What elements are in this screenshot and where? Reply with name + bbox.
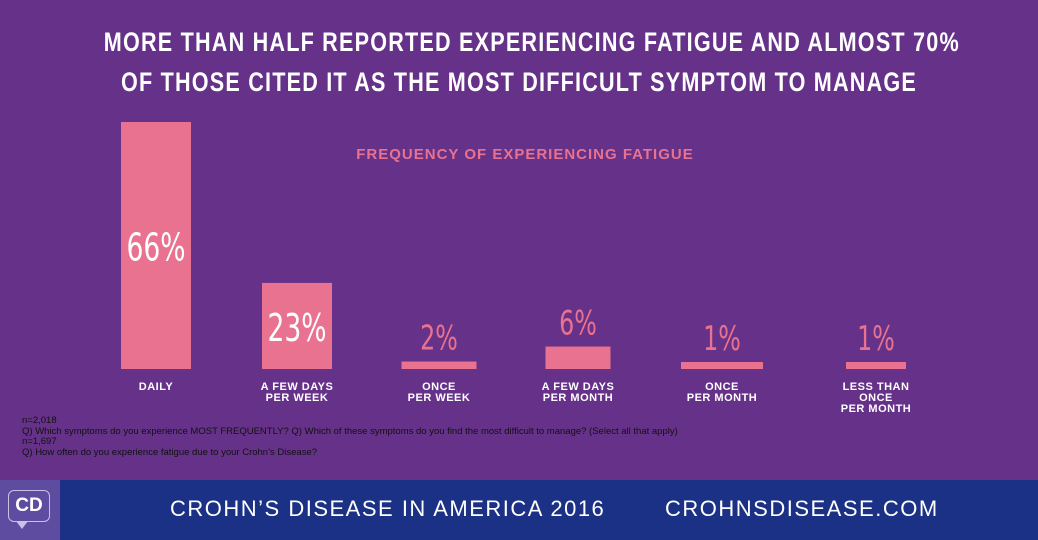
value-label-2: 2% xyxy=(420,318,458,357)
note-n1: n=2,018 xyxy=(22,415,57,426)
value-label-3: 6% xyxy=(559,303,597,342)
category-label-5: PER MONTH xyxy=(841,403,912,415)
category-label-4: PER MONTH xyxy=(687,392,758,404)
category-label-2: ONCE xyxy=(422,381,456,393)
footer-bar: CD CROHN’S DISEASE IN AMERICA 2016 CROHN… xyxy=(0,480,1038,540)
bar-2 xyxy=(401,361,477,369)
value-label-1: 23% xyxy=(267,306,326,350)
category-label-1: A FEW DAYS xyxy=(261,381,334,393)
value-label-5: 1% xyxy=(857,319,895,358)
bar-5 xyxy=(846,362,906,369)
category-label-3: PER MONTH xyxy=(543,392,614,404)
headline: More than half reported experiencing fat… xyxy=(0,22,1038,102)
value-label-4: 1% xyxy=(703,319,741,358)
category-label-5: ONCE xyxy=(859,392,893,404)
category-label-2: PER WEEK xyxy=(408,392,471,404)
fatigue-frequency-chart: FREQUENCY OF EXPERIENCING FATIGUE 66% DAI… xyxy=(121,122,912,415)
category-label-0: DAILY xyxy=(139,381,174,393)
logo-bubble-tail xyxy=(16,521,28,529)
category-label-4: ONCE xyxy=(705,381,739,393)
category-label-5: LESS THAN xyxy=(843,381,910,393)
category-label-1: PER WEEK xyxy=(266,392,329,404)
headline-line-1: More than half reported experiencing fat… xyxy=(103,27,960,57)
survey-notes: n=2,018 Q) Which symptoms do you experie… xyxy=(22,415,678,458)
logo-speech-bubble-icon: CD xyxy=(8,490,50,522)
chart-title: FREQUENCY OF EXPERIENCING FATIGUE xyxy=(356,146,693,163)
bar-3 xyxy=(545,346,611,369)
note-q2: Q) How often do you experience fatigue d… xyxy=(22,446,318,458)
note-n2: n=1,697 xyxy=(22,436,57,447)
category-label-3: A FEW DAYS xyxy=(542,381,615,393)
bar-4 xyxy=(681,362,763,369)
value-label-0: 66% xyxy=(126,226,185,270)
bar-1 xyxy=(262,282,332,369)
headline-line-2: of those cited it as the most difficult … xyxy=(120,67,917,97)
cd-logo[interactable]: CD xyxy=(0,480,60,540)
footer-website-link[interactable]: CROHNSDISEASE.COM xyxy=(665,496,939,521)
footer-report-title: CROHN’S DISEASE IN AMERICA 2016 xyxy=(170,496,606,521)
note-q1: Q) Which symptoms do you experience MOST… xyxy=(22,425,678,437)
bar-0 xyxy=(121,122,191,369)
